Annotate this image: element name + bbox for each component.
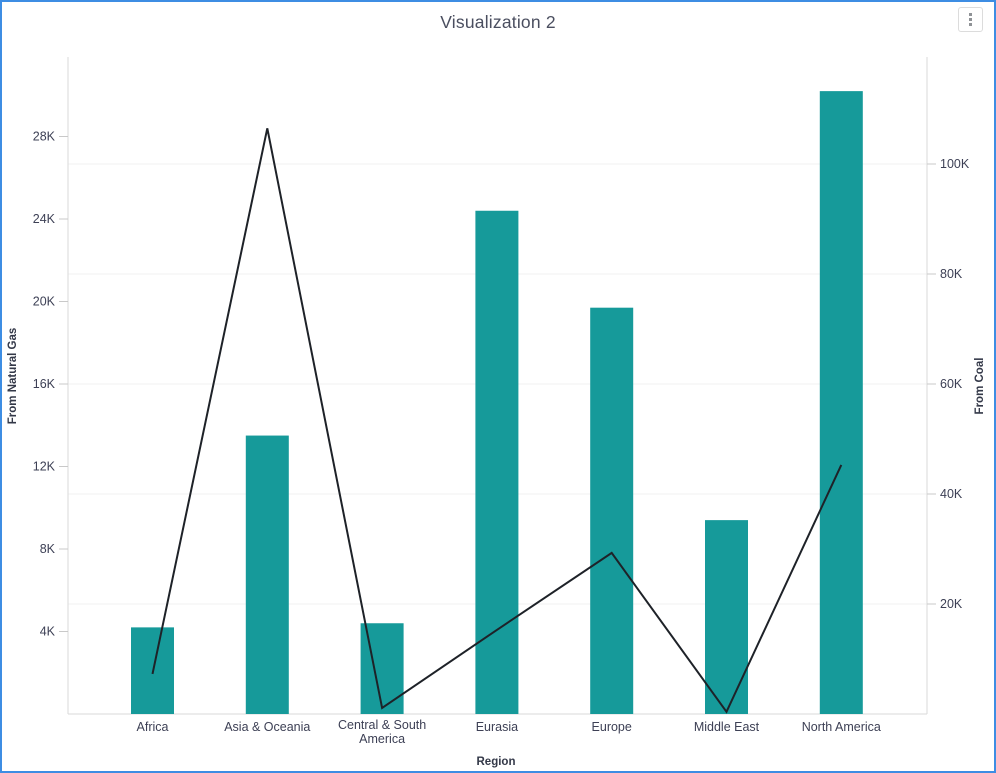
bar-north-america[interactable] [819, 91, 863, 714]
x-axis-label-north-america: North America [802, 720, 881, 734]
right-axis-tick-label: 60K [940, 377, 963, 391]
line-series-from-coal[interactable] [151, 128, 843, 714]
right-axis-tick-label: 100K [940, 157, 970, 171]
bar-asia-oceania[interactable] [245, 435, 289, 714]
left-axis-tick-label: 24K [33, 212, 56, 226]
x-axis-label-asia-oceania: Asia & Oceania [224, 720, 310, 734]
x-axis-label-africa: Africa [137, 720, 169, 734]
left-axis-tick-label: 20K [33, 295, 56, 309]
right-axis-tick-label: 40K [940, 487, 963, 501]
bar-europe[interactable] [590, 307, 634, 714]
left-axis-tick-label: 28K [33, 130, 56, 144]
x-axis-label-central-south-america: Central & South America [338, 718, 426, 746]
bar-eurasia[interactable] [475, 210, 519, 714]
right-axis-tick-label: 80K [940, 267, 963, 281]
left-axis-tick-label: 16K [33, 377, 56, 391]
x-axis-label-eurasia: Eurasia [476, 720, 518, 734]
widget-menu-button[interactable] [958, 7, 983, 32]
left-axis-title: From Natural Gas [7, 328, 19, 425]
left-axis-tick-label: 8K [40, 542, 56, 556]
x-axis-label-europe: Europe [592, 720, 632, 734]
bar-middle-east[interactable] [705, 520, 748, 714]
left-axis-tick-label: 4K [40, 625, 56, 639]
kebab-menu-icon [969, 13, 972, 26]
x-axis-title: Region [477, 756, 516, 768]
chart-title: Visualization 2 [440, 12, 556, 32]
left-axis-tick-label: 12K [33, 460, 56, 474]
right-axis-title: From Coal [974, 358, 986, 415]
right-axis-tick-label: 20K [940, 597, 963, 611]
x-axis-label-middle-east: Middle East [694, 720, 760, 734]
